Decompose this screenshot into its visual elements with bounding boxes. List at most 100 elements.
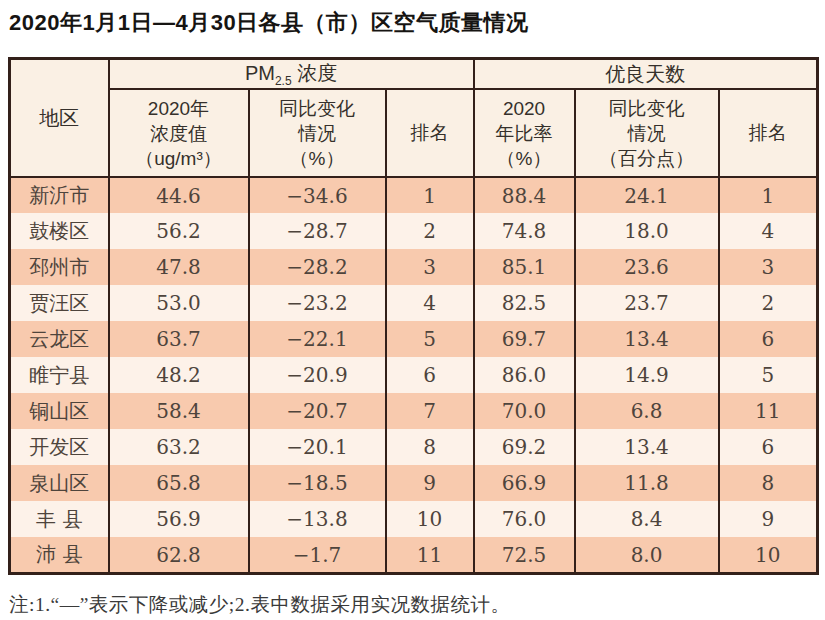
- table-row: 泉山区65.8−18.5966.911.88: [10, 465, 818, 501]
- good-days-change-cell: 8.0: [575, 537, 719, 573]
- region-cell: 睢宁县: [10, 357, 109, 393]
- header-line: 2020: [475, 96, 574, 121]
- pm25-change-cell: −20.1: [249, 429, 386, 465]
- table-row: 云龙区63.7−22.1569.713.46: [10, 321, 818, 357]
- pm25-change-cell: −20.7: [249, 393, 386, 429]
- pm25-value-cell: 44.6: [109, 177, 249, 213]
- good-days-rank-cell: 6: [719, 429, 818, 465]
- pm25-value-cell: 63.2: [109, 429, 249, 465]
- header-good-days-change: 同比变化 情况 （百分点）: [575, 89, 719, 177]
- good-days-rank-cell: 8: [719, 465, 818, 501]
- header-line: 年比率: [475, 121, 574, 146]
- pm25-change-cell: −20.9: [249, 357, 386, 393]
- pm25-rank-cell: 6: [386, 357, 474, 393]
- header-good-days-rank: 排名: [719, 89, 818, 177]
- page-title: 2020年1月1日—4月30日各县（市）区空气质量情况: [9, 10, 817, 36]
- header-line: 2020年: [110, 96, 248, 121]
- table-row: 开发区63.2−20.1869.213.46: [10, 429, 818, 465]
- header-line: 同比变化: [250, 96, 385, 121]
- table-row: 铜山区58.4−20.7770.06.811: [10, 393, 818, 429]
- table-row: 鼓楼区56.2−28.7274.818.04: [10, 213, 818, 249]
- good-days-change-cell: 18.0: [575, 213, 719, 249]
- pm25-rank-cell: 4: [386, 285, 474, 321]
- air-quality-table: 地区 PM2.5 浓度 优良天数 2020年 浓度值 （ug/m³） 同比变化 …: [8, 57, 819, 575]
- header-pm25-rank: 排名: [386, 89, 474, 177]
- footnote: 注:1.“—”表示下降或减少;2.表中数据采用实况数据统计。: [9, 591, 817, 618]
- header-pm25-group: PM2.5 浓度: [109, 59, 474, 90]
- region-cell: 鼓楼区: [10, 213, 109, 249]
- good-days-rank-cell: 1: [719, 177, 818, 213]
- region-cell: 沛 县: [10, 537, 109, 573]
- table-body: 新沂市44.6−34.6188.424.11鼓楼区56.2−28.7274.81…: [10, 177, 818, 573]
- good-days-rate-cell: 66.9: [474, 465, 575, 501]
- good-days-rank-cell: 2: [719, 285, 818, 321]
- header-good-days-group: 优良天数: [474, 59, 818, 90]
- good-days-change-cell: 14.9: [575, 357, 719, 393]
- region-cell: 贾汪区: [10, 285, 109, 321]
- header-line: 情况: [576, 121, 718, 146]
- good-days-change-cell: 23.6: [575, 249, 719, 285]
- table-row: 丰 县56.9−13.81076.08.49: [10, 501, 818, 537]
- region-cell: 新沂市: [10, 177, 109, 213]
- pm25-value-cell: 56.2: [109, 213, 249, 249]
- good-days-change-cell: 13.4: [575, 321, 719, 357]
- region-cell: 丰 县: [10, 501, 109, 537]
- pm25-rank-cell: 2: [386, 213, 474, 249]
- pm25-rank-cell: 10: [386, 501, 474, 537]
- pm25-value-cell: 62.8: [109, 537, 249, 573]
- table-row: 沛 县62.8−1.71172.58.010: [10, 537, 818, 573]
- pm25-change-cell: −22.1: [249, 321, 386, 357]
- pm25-value-cell: 56.9: [109, 501, 249, 537]
- pm25-value-cell: 58.4: [109, 393, 249, 429]
- good-days-rate-cell: 69.7: [474, 321, 575, 357]
- pm25-change-cell: −18.5: [249, 465, 386, 501]
- region-cell: 开发区: [10, 429, 109, 465]
- pm25-value-cell: 63.7: [109, 321, 249, 357]
- pm25-rank-cell: 11: [386, 537, 474, 573]
- good-days-rate-cell: 69.2: [474, 429, 575, 465]
- table-header: 地区 PM2.5 浓度 优良天数 2020年 浓度值 （ug/m³） 同比变化 …: [10, 59, 818, 178]
- header-line: （ug/m³）: [110, 146, 248, 171]
- table-row: 睢宁县48.2−20.9686.014.95: [10, 357, 818, 393]
- good-days-rank-cell: 5: [719, 357, 818, 393]
- good-days-rank-cell: 3: [719, 249, 818, 285]
- header-group-row: 地区 PM2.5 浓度 优良天数: [10, 59, 818, 90]
- header-line: 情况: [250, 121, 385, 146]
- pm25-value-cell: 65.8: [109, 465, 249, 501]
- good-days-rate-cell: 70.0: [474, 393, 575, 429]
- good-days-change-cell: 11.8: [575, 465, 719, 501]
- good-days-rate-cell: 74.8: [474, 213, 575, 249]
- table-row: 贾汪区53.0−23.2482.523.72: [10, 285, 818, 321]
- header-line: （百分点）: [576, 146, 718, 171]
- pm25-change-cell: −28.2: [249, 249, 386, 285]
- header-line: 浓度值: [110, 121, 248, 146]
- pm25-change-cell: −23.2: [249, 285, 386, 321]
- good-days-rate-cell: 82.5: [474, 285, 575, 321]
- region-cell: 邳州市: [10, 249, 109, 285]
- pm25-rank-cell: 8: [386, 429, 474, 465]
- table-row: 邳州市47.8−28.2385.123.63: [10, 249, 818, 285]
- pm25-label-suffix: 浓度: [292, 62, 338, 84]
- pm25-change-cell: −28.7: [249, 213, 386, 249]
- pm25-rank-cell: 9: [386, 465, 474, 501]
- good-days-change-cell: 6.8: [575, 393, 719, 429]
- region-cell: 泉山区: [10, 465, 109, 501]
- pm25-rank-cell: 5: [386, 321, 474, 357]
- region-cell: 铜山区: [10, 393, 109, 429]
- pm25-value-cell: 48.2: [109, 357, 249, 393]
- header-sub-row: 2020年 浓度值 （ug/m³） 同比变化 情况 （%） 排名 2020 年比…: [10, 89, 818, 177]
- header-line: （%）: [250, 146, 385, 171]
- pm25-change-cell: −1.7: [249, 537, 386, 573]
- table-row: 新沂市44.6−34.6188.424.11: [10, 177, 818, 213]
- header-line: 同比变化: [576, 96, 718, 121]
- pm25-label-prefix: PM: [245, 62, 275, 84]
- good-days-change-cell: 13.4: [575, 429, 719, 465]
- good-days-rate-cell: 72.5: [474, 537, 575, 573]
- pm25-rank-cell: 3: [386, 249, 474, 285]
- good-days-rate-cell: 88.4: [474, 177, 575, 213]
- pm25-value-cell: 53.0: [109, 285, 249, 321]
- good-days-rank-cell: 4: [719, 213, 818, 249]
- pm25-rank-cell: 1: [386, 177, 474, 213]
- pm25-value-cell: 47.8: [109, 249, 249, 285]
- good-days-rate-cell: 86.0: [474, 357, 575, 393]
